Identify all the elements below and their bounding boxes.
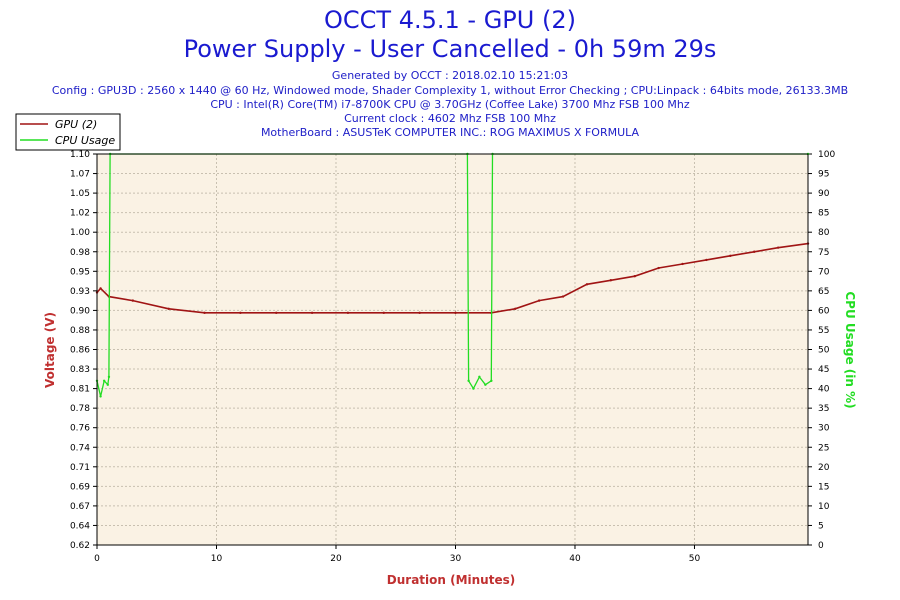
y2-tick-label: 60: [818, 306, 830, 316]
y2-tick-label: 85: [818, 209, 829, 219]
x-tick-label: 40: [569, 554, 581, 564]
cpu-usage-point: [484, 383, 487, 386]
y-tick-label: 1.05: [70, 189, 90, 199]
y-tick-label: 1.07: [70, 170, 90, 180]
y-tick-label: 0.81: [70, 385, 90, 395]
cpu-usage-point: [102, 379, 106, 382]
y2-tick-label: 25: [818, 443, 829, 453]
gpu-voltage-point: [681, 262, 684, 266]
y2-tick-label: 55: [818, 326, 829, 336]
x-tick-label: 10: [211, 554, 223, 564]
x-tick-label: 0: [94, 554, 100, 564]
config-info: Config : GPU3D : 2560 x 1440 @ 60 Hz, Wi…: [51, 84, 849, 97]
y-tick-label: 0.90: [70, 306, 90, 316]
y-tick-label: 0.86: [70, 346, 90, 356]
legend-box: [15, 113, 121, 151]
gpu-voltage-point: [729, 254, 732, 258]
x-axis-label: Duration (Minutes): [387, 573, 515, 587]
chart-title: OCCT 4.5.1 - GPU (2): [324, 6, 576, 34]
cpu-usage-point: [99, 395, 102, 398]
y-axis-label: Voltage (V): [43, 312, 57, 388]
gpu-voltage-point: [561, 295, 565, 298]
y2-axis-label: CPU Usage (in %): [843, 291, 857, 408]
x-tick-label: 30: [450, 554, 462, 564]
cpu-usage-point: [107, 375, 111, 379]
generated-info: Generated by OCCT : 2018.02.10 15:21:03: [331, 69, 569, 82]
gpu-voltage-point: [454, 311, 457, 315]
legend: GPU (2) CPU Usage: [15, 113, 121, 151]
gpu-voltage-point: [418, 311, 421, 315]
y2-tick-label: 90: [818, 189, 830, 199]
gpu-voltage-point: [705, 258, 708, 262]
y-tick-label: 0.95: [70, 267, 90, 277]
gpu-voltage-point: [609, 279, 613, 282]
y2-tick-label: 80: [818, 228, 830, 238]
grid-lines: [97, 154, 808, 545]
gpu-voltage-point: [310, 311, 314, 315]
y-tick-label: 0.67: [70, 502, 90, 512]
y2-tick-label: 35: [818, 404, 829, 414]
y2-tick-label: 45: [818, 365, 829, 375]
y-tick-label: 0.69: [70, 482, 90, 492]
y2-tick-label: 50: [818, 346, 830, 356]
y-tick-label: 0.93: [70, 287, 90, 297]
legend-label: CPU Usage: [55, 134, 115, 147]
y2-tick-label: 65: [818, 287, 829, 297]
plot-frame: [96, 153, 809, 546]
y-tick-label: 1.10: [70, 150, 90, 160]
gpu-voltage-point: [633, 274, 636, 278]
cpu-usage-point: [490, 379, 493, 382]
x-tick-label: 50: [689, 554, 701, 564]
gpu-voltage-point: [131, 299, 135, 302]
gpu-voltage-point: [382, 311, 385, 315]
y-tick-label: 0.98: [70, 248, 90, 258]
y-tick-label: 0.64: [70, 521, 90, 531]
y-tick-label: 0.71: [70, 463, 90, 473]
y2-tick-label: 40: [818, 385, 830, 395]
y2-tick-label: 15: [818, 482, 829, 492]
y2-tick-label: 0: [818, 541, 824, 551]
y2-tick-label: 95: [818, 170, 829, 180]
y2-tick-label: 70: [818, 267, 830, 277]
gpu-voltage-point: [585, 283, 589, 286]
gpu-voltage-point: [275, 311, 278, 315]
gpu-voltage-point: [537, 299, 541, 302]
y-tick-label: 0.62: [70, 541, 90, 551]
y2-tick-label: 20: [818, 463, 830, 473]
y-tick-label: 0.74: [70, 443, 90, 453]
gpu-voltage-point: [346, 311, 350, 315]
y-tick-label: 0.76: [70, 424, 90, 434]
y-tick-label: 1.00: [70, 228, 90, 238]
x-tick-label: 20: [330, 554, 342, 564]
cpu-usage-point: [467, 379, 470, 382]
y2-tick-label: 100: [818, 150, 835, 160]
y2-tick-label: 10: [818, 502, 830, 512]
cpu-usage-point: [106, 383, 109, 386]
gpu-voltage-point: [239, 311, 242, 315]
gpu-voltage-point: [167, 307, 170, 310]
legend-label: GPU (2): [55, 118, 97, 131]
chart-subtitle: Power Supply - User Cancelled - 0h 59m 2…: [183, 35, 717, 63]
y-tick-label: 0.83: [70, 365, 90, 375]
y2-tick-label: 75: [818, 248, 829, 258]
gpu-voltage-point: [776, 246, 780, 249]
clock-info: Current clock : 4602 Mhz FSB 100 Mhz: [344, 112, 556, 125]
gpu-voltage-point: [514, 307, 517, 310]
gpu-voltage-point: [753, 250, 756, 253]
y-tick-label: 1.02: [70, 209, 90, 219]
y2-tick-label: 30: [818, 424, 830, 434]
y-tick-label: 0.78: [70, 404, 90, 414]
gpu-voltage-point: [203, 311, 206, 315]
y-tick-label: 0.88: [70, 326, 90, 336]
cpu-info: CPU : Intel(R) Core(TM) i7-8700K CPU @ 3…: [210, 98, 690, 111]
y2-tick-label: 5: [818, 521, 824, 531]
gpu-voltage-point: [99, 287, 102, 290]
gpu-voltage-point: [657, 266, 660, 270]
cpu-usage-point: [478, 375, 481, 379]
motherboard-info: MotherBoard : ASUSTeK COMPUTER INC.: ROG…: [260, 126, 640, 139]
cpu-usage-point: [472, 387, 475, 390]
